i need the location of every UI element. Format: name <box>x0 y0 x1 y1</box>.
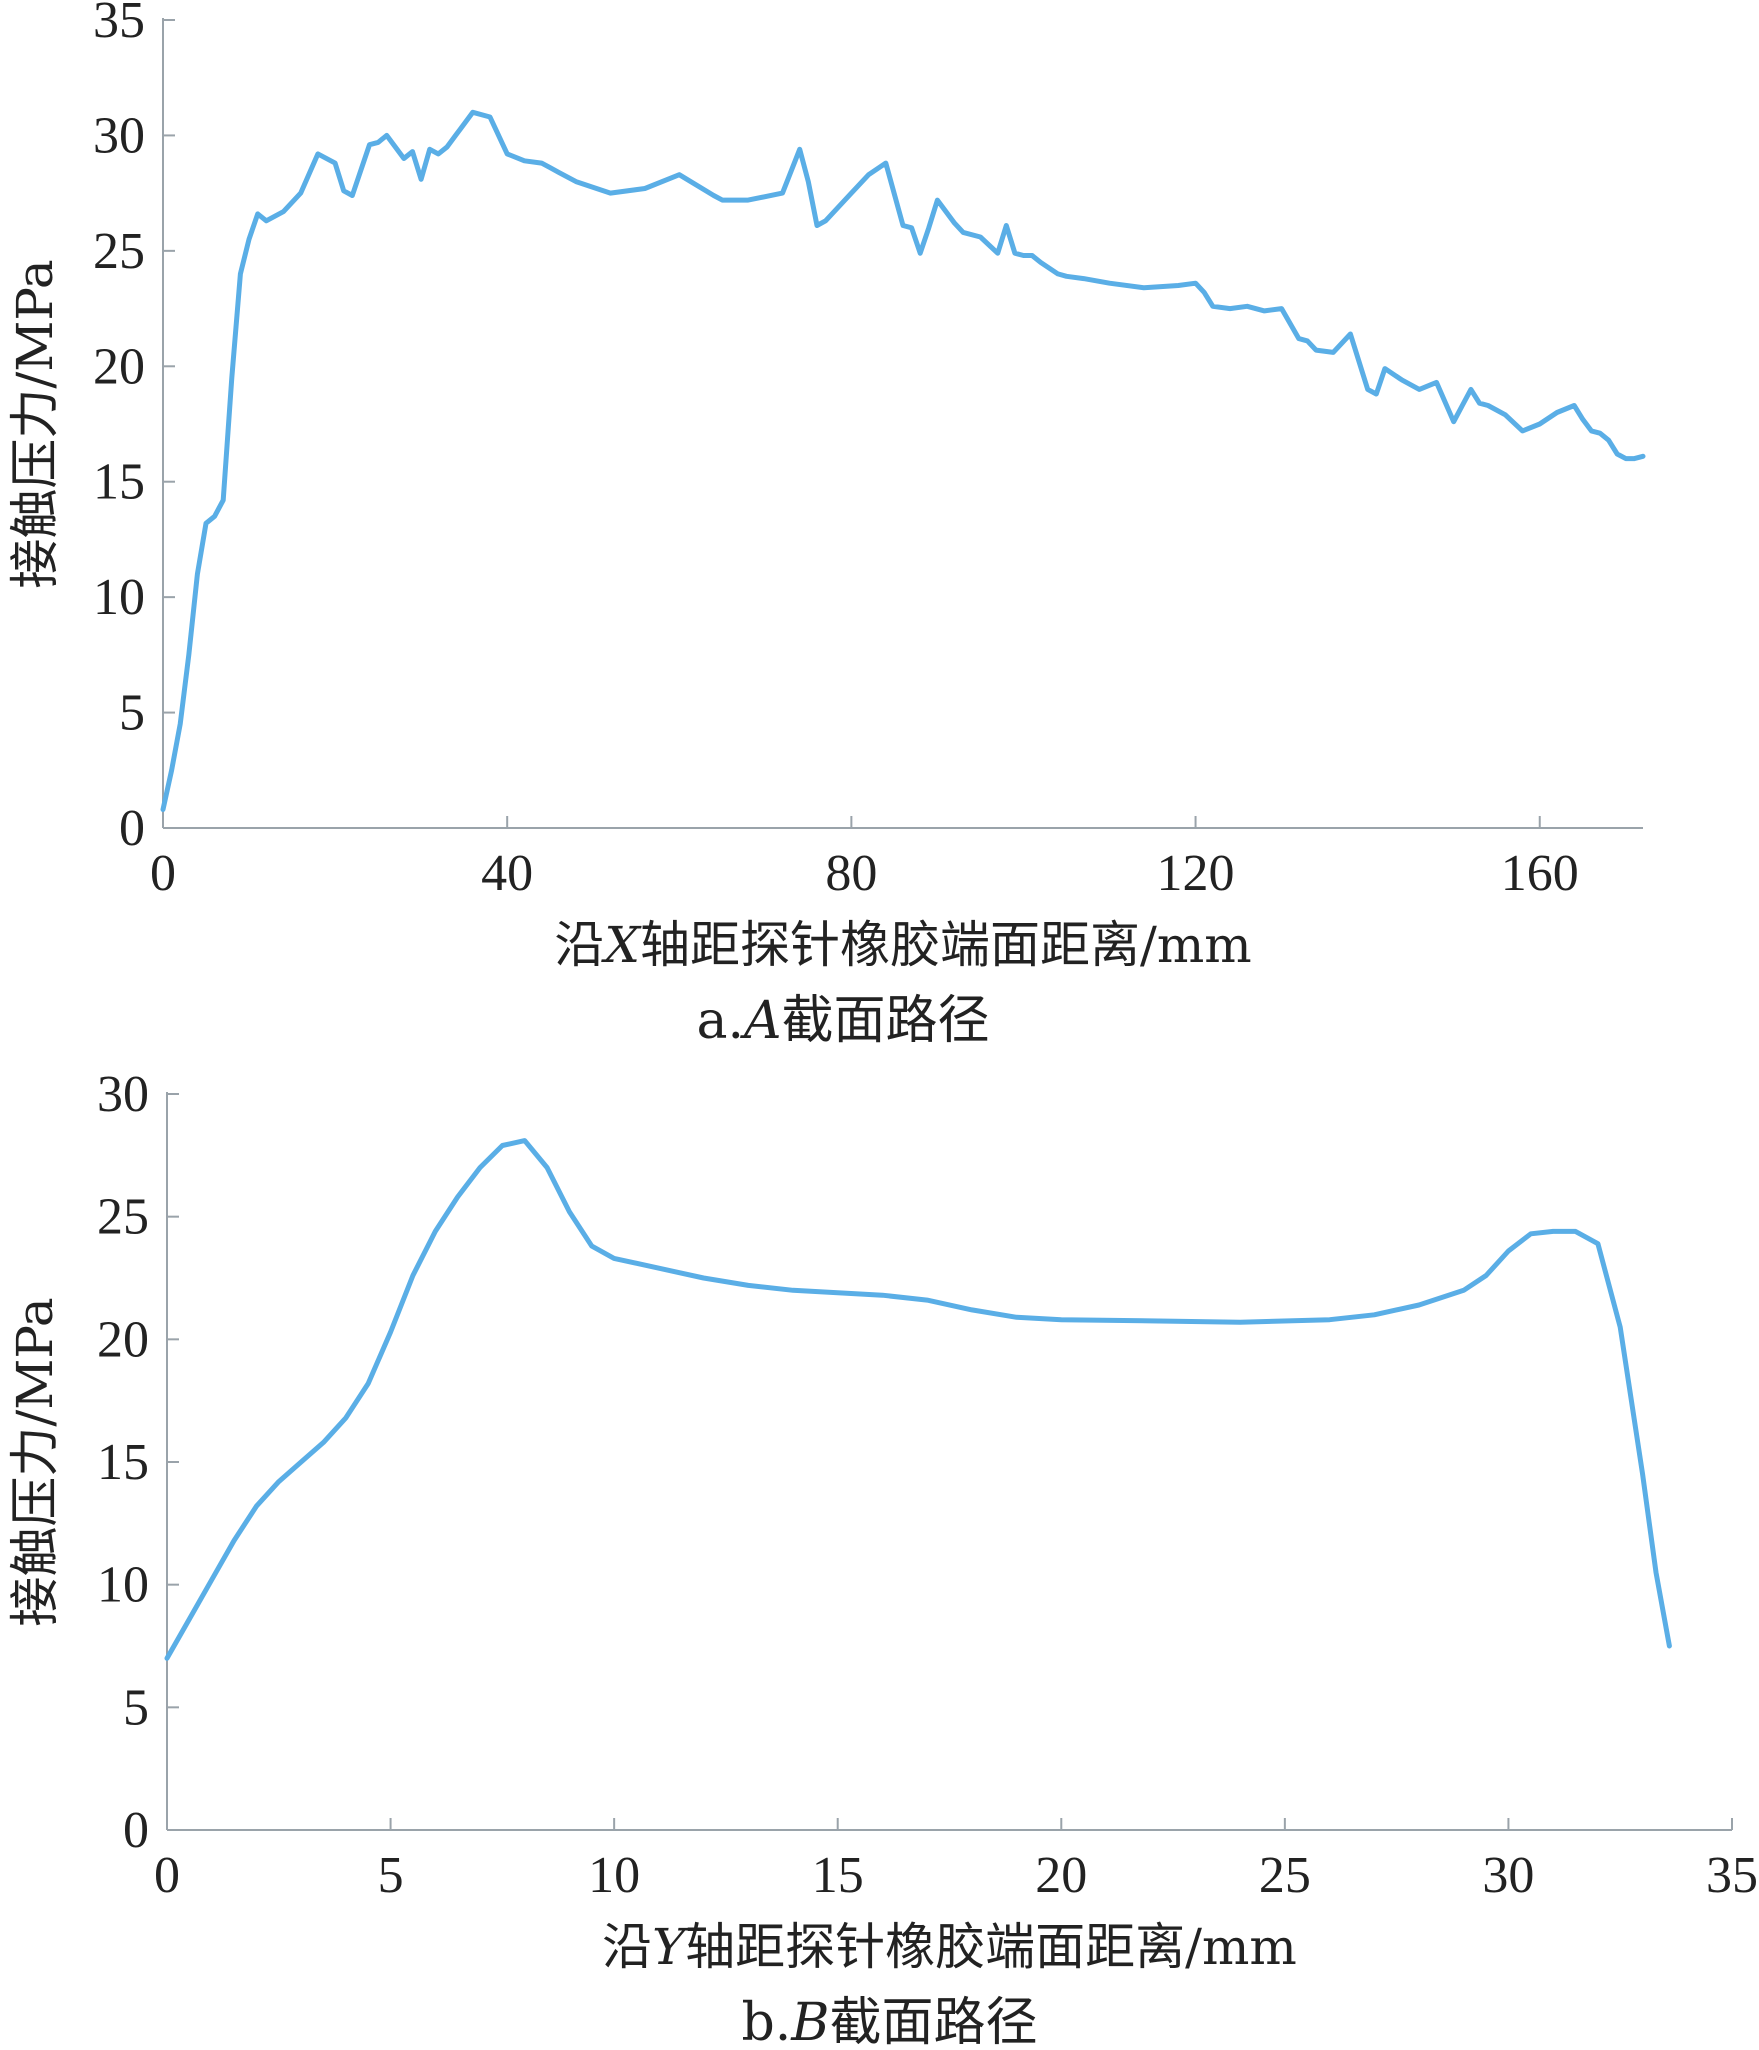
y-tick-label: 15 <box>97 1434 149 1491</box>
x-tick-label: 15 <box>812 1847 864 1904</box>
y-tick-label: 15 <box>93 454 145 511</box>
caption-suffix: 截面路径 <box>830 1993 1038 2050</box>
y-tick-label: 20 <box>93 338 145 395</box>
x-tick-label: 0 <box>150 845 176 902</box>
x-tick-label: 30 <box>1482 1847 1534 1904</box>
y-tick-label: 25 <box>93 223 145 280</box>
y-tick-label: 0 <box>119 800 145 857</box>
y-tick-label: 5 <box>123 1679 149 1736</box>
x-axis-title-variable: X <box>600 916 642 974</box>
caption-prefix: b. <box>741 1993 791 2050</box>
chart-caption: a.A截面路径 <box>696 991 989 1051</box>
caption-section-letter: B <box>790 1993 829 2050</box>
y-tick-label: 35 <box>93 0 145 49</box>
x-tick-label: 20 <box>1035 1847 1087 1904</box>
x-tick-label: 120 <box>1157 845 1235 902</box>
x-tick-label: 160 <box>1501 845 1579 902</box>
x-tick-label: 5 <box>378 1847 404 1904</box>
y-tick-label: 5 <box>119 685 145 742</box>
y-tick-label: 20 <box>97 1311 149 1368</box>
y-tick-label: 10 <box>97 1557 149 1614</box>
y-axis-title: 接触压力/MPa <box>6 259 64 588</box>
chart-b: 0 5 10 15 20 25 30 0 5 10 15 20 25 30 35 接触压力/MPa 沿Y轴距探针… <box>6 1066 1758 2050</box>
y-tick-label: 30 <box>97 1066 149 1123</box>
x-axis-title-variable: Y <box>652 1918 689 1976</box>
x-tick-label: 25 <box>1259 1847 1311 1904</box>
x-tick-label: 35 <box>1706 1847 1758 1904</box>
caption-prefix: a. <box>696 991 744 1051</box>
x-tick-label: 10 <box>588 1847 640 1904</box>
x-tick-label: 40 <box>481 845 533 902</box>
x-axis-title-suffix: 轴距探针橡胶端面距离/mm <box>640 916 1252 974</box>
x-tick-label: 0 <box>154 1847 180 1904</box>
series-line <box>160 109 1646 812</box>
x-axis-title: 沿Y轴距探针橡胶端面距离/mm <box>602 1918 1297 1976</box>
x-tick-label: 80 <box>825 845 877 902</box>
y-tick-label: 30 <box>93 107 145 164</box>
y-tick-label: 25 <box>97 1189 149 1246</box>
x-axis-title-suffix: 轴距探针橡胶端面距离/mm <box>685 1918 1297 1976</box>
y-tick-label: 10 <box>93 569 145 626</box>
y-axis-title: 接触压力/MPa <box>6 1297 64 1626</box>
x-axis-title-prefix: 沿 <box>554 916 604 974</box>
caption-suffix: 截面路径 <box>782 991 990 1051</box>
series-line <box>164 1138 1672 1661</box>
y-tick-label: 0 <box>123 1802 149 1859</box>
caption-section-letter: A <box>740 991 782 1051</box>
x-axis-title: 沿X轴距探针橡胶端面距离/mm <box>554 916 1251 974</box>
x-axis-title-prefix: 沿 <box>602 1918 652 1976</box>
chart-caption: b.B截面路径 <box>741 1993 1037 2050</box>
chart-a: 0 5 10 15 20 25 30 35 0 40 80 120 160 接触压力/MPa 沿X轴距探针橡… <box>6 0 1646 1051</box>
